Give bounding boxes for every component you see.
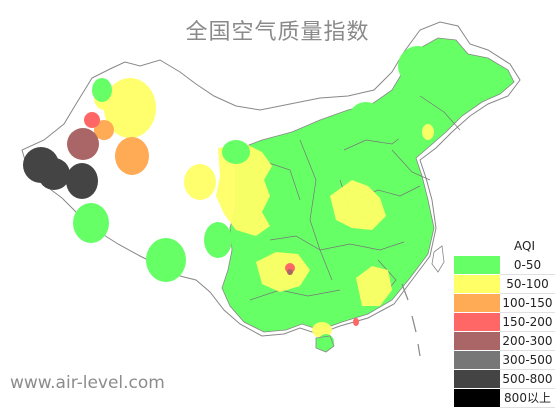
legend-swatch xyxy=(454,370,500,389)
legend-title: AQI xyxy=(514,239,535,253)
region-sensitive xyxy=(94,120,149,175)
legend-item-0: 0-50 xyxy=(454,256,555,275)
aqi-legend: AQI 0-50 50-100 100-150 150-200 200-300 … xyxy=(454,236,555,408)
region-severe xyxy=(23,147,98,199)
legend-label: 50-100 xyxy=(500,275,555,294)
region-very-unhealthy xyxy=(67,128,293,275)
legend-label: 300-500 xyxy=(500,351,555,370)
legend-label: 100-150 xyxy=(500,294,555,313)
nine-dash-line xyxy=(401,283,421,357)
legend-item-2: 100-150 xyxy=(454,294,555,313)
legend-label: 800以上 xyxy=(500,389,555,408)
legend-item-1: 50-100 xyxy=(454,275,555,294)
taiwan-island xyxy=(431,245,445,273)
legend-label: 500-800 xyxy=(500,370,555,389)
region-moderate xyxy=(94,78,434,338)
legend-item-6: 500-800 xyxy=(454,370,555,389)
legend-item-5: 300-500 xyxy=(454,351,555,370)
legend-label: 150-200 xyxy=(500,313,555,332)
legend-item-4: 200-300 xyxy=(454,332,555,351)
legend-swatch xyxy=(454,389,500,408)
legend-swatch xyxy=(454,294,500,313)
legend-item-7: 800以上 xyxy=(454,389,555,408)
legend-swatch xyxy=(454,256,500,275)
hainan-island xyxy=(315,335,335,353)
map-title: 全国空气质量指数 xyxy=(185,20,370,45)
legend-swatch xyxy=(454,351,500,370)
legend-swatch xyxy=(454,332,500,351)
legend-label: 200-300 xyxy=(500,332,555,351)
legend-label: 0-50 xyxy=(500,256,555,275)
legend-item-3: 150-200 xyxy=(454,313,555,332)
legend-swatch xyxy=(454,275,500,294)
legend-swatch xyxy=(454,313,500,332)
watermark-text: www.air-level.com xyxy=(10,373,165,393)
